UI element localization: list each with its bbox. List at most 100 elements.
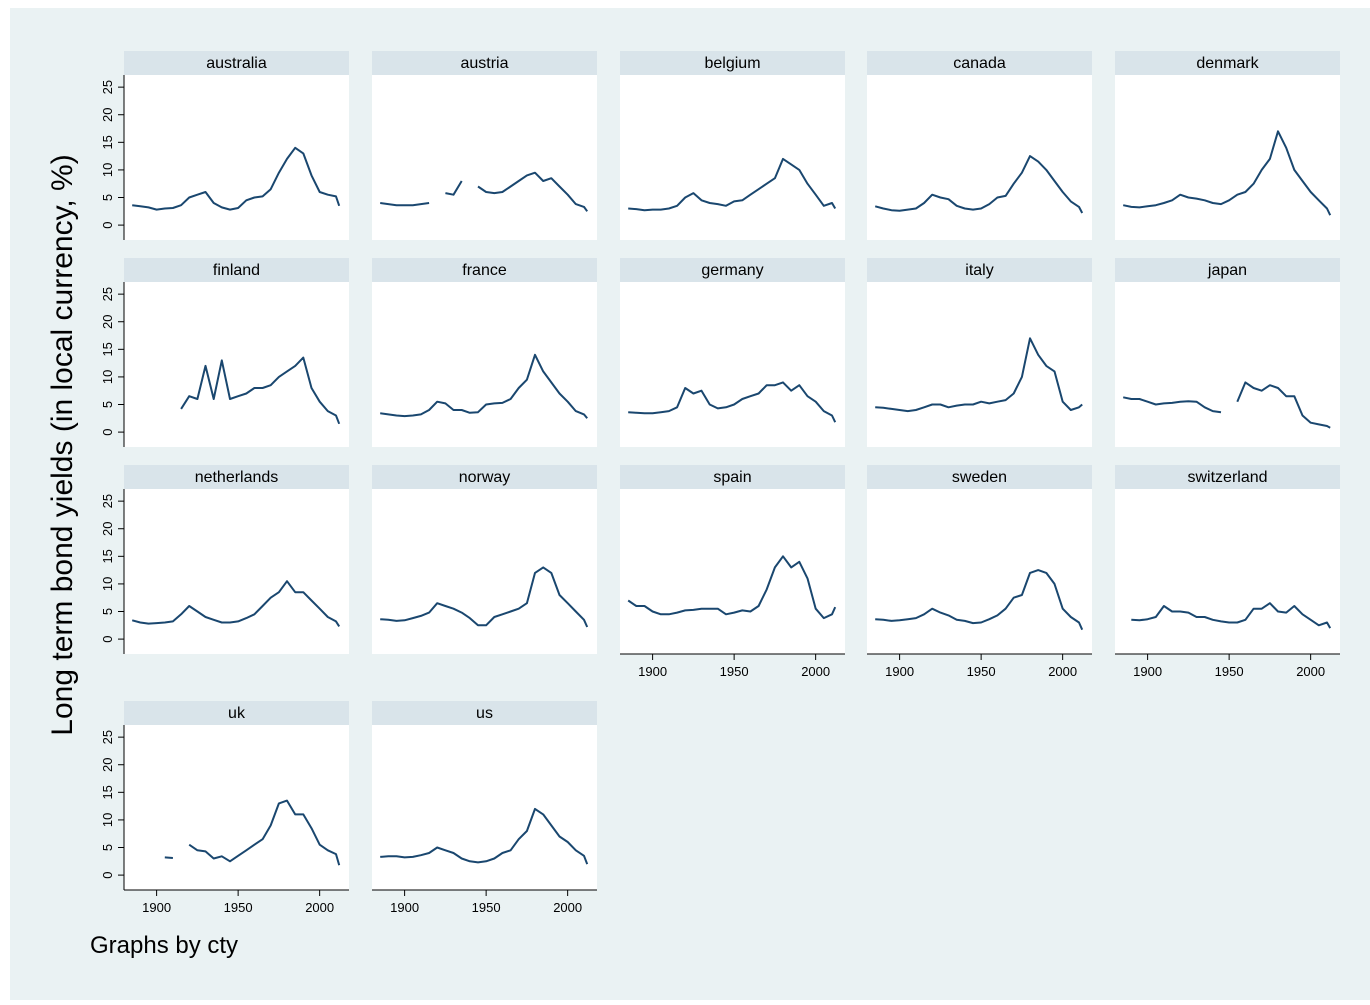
panel-title: uk	[228, 705, 246, 722]
plot-area	[372, 725, 597, 890]
panel-header	[620, 465, 845, 489]
x-tick-label: 2000	[801, 664, 830, 679]
plot-area	[372, 75, 597, 240]
panel-header	[124, 51, 349, 75]
panel-title: us	[476, 705, 493, 722]
plot-area	[1115, 489, 1340, 654]
panel-title: australia	[206, 55, 267, 72]
panel-header	[867, 465, 1092, 489]
plot-area	[1115, 282, 1340, 447]
y-tick-label: 20	[100, 521, 115, 535]
panel-header	[372, 465, 597, 489]
panel-header	[1115, 51, 1340, 75]
y-tick-label: 25	[100, 80, 115, 94]
series-line	[1122, 381, 1331, 429]
y-tick-label: 10	[100, 813, 115, 827]
series-line	[380, 171, 589, 212]
panel-header	[372, 701, 597, 725]
x-tick-label: 1900	[390, 900, 419, 915]
plot-area	[372, 282, 597, 447]
y-tick-label: 5	[100, 401, 115, 408]
panel-title: finland	[213, 262, 260, 279]
y-tick-label: 25	[100, 494, 115, 508]
y-tick-label: 25	[100, 730, 115, 744]
panel-title: france	[462, 262, 507, 279]
x-tick-label: 2000	[1296, 664, 1325, 679]
y-tick-label: 5	[100, 844, 115, 851]
y-tick-label: 20	[100, 314, 115, 328]
y-tick-label: 25	[100, 287, 115, 301]
y-tick-label: 15	[100, 785, 115, 799]
panel-title: belgium	[704, 55, 760, 72]
x-tick-label: 1950	[967, 664, 996, 679]
series-line	[380, 566, 589, 628]
panel-header	[620, 258, 845, 282]
panel-header	[124, 465, 349, 489]
x-tick-label: 2000	[553, 900, 582, 915]
plot-area	[1115, 75, 1340, 240]
panel-title: italy	[965, 262, 993, 279]
panel-title: austria	[460, 55, 508, 72]
y-tick-label: 20	[100, 107, 115, 121]
series-line	[628, 381, 837, 423]
series-line	[1122, 130, 1332, 216]
plot-area	[124, 725, 349, 890]
y-tick-label: 5	[100, 194, 115, 201]
x-tick-label: 1900	[638, 664, 667, 679]
y-tick-label: 0	[100, 871, 115, 878]
plot-area	[867, 75, 1092, 240]
y-tick-label: 15	[100, 549, 115, 563]
plot-area	[372, 489, 597, 654]
panel-title: sweden	[952, 469, 1007, 486]
series-line	[380, 807, 589, 865]
series-line	[132, 146, 341, 211]
panel-header	[372, 51, 597, 75]
plot-area	[620, 75, 845, 240]
series-line	[874, 155, 1084, 214]
series-line	[628, 157, 837, 212]
plot-area	[124, 282, 349, 447]
series-line	[627, 555, 837, 620]
y-axis-label: Long term bond yields (in local currency…	[46, 154, 79, 735]
x-tick-label: 1900	[142, 900, 171, 915]
panel-title: spain	[713, 469, 751, 486]
y-tick-label: 0	[100, 428, 115, 435]
x-tick-label: 2000	[1048, 664, 1077, 679]
plot-area	[867, 282, 1092, 447]
panel-header	[124, 258, 349, 282]
panel-header	[372, 258, 597, 282]
series-line	[131, 580, 341, 627]
series-line	[875, 337, 1083, 413]
x-tick-label: 2000	[305, 900, 334, 915]
y-tick-label: 0	[100, 221, 115, 228]
x-tick-label: 1950	[472, 900, 501, 915]
panel-title: canada	[953, 55, 1006, 72]
y-tick-label: 15	[100, 135, 115, 149]
panel-title: switzerland	[1187, 469, 1267, 486]
y-tick-label: 10	[100, 370, 115, 384]
note: Graphs by cty	[90, 932, 238, 959]
plot-area	[124, 75, 349, 240]
series-line	[164, 799, 341, 866]
y-tick-label: 10	[100, 163, 115, 177]
y-tick-label: 0	[100, 635, 115, 642]
panel-header	[620, 51, 845, 75]
y-tick-label: 10	[100, 577, 115, 591]
series-line	[380, 353, 588, 419]
panel-header	[1115, 258, 1340, 282]
plot-area	[867, 489, 1092, 654]
x-tick-label: 1900	[885, 664, 914, 679]
panel-title: norway	[459, 469, 511, 486]
series-line	[180, 356, 341, 425]
panel-header	[124, 701, 349, 725]
x-tick-label: 1950	[720, 664, 749, 679]
panel-title: germany	[701, 262, 763, 279]
y-tick-label: 5	[100, 608, 115, 615]
panel-title: japan	[1207, 262, 1247, 279]
x-tick-label: 1900	[1133, 664, 1162, 679]
panel-header	[867, 51, 1092, 75]
x-tick-label: 1950	[1215, 664, 1244, 679]
y-tick-label: 20	[100, 757, 115, 771]
x-tick-label: 1950	[224, 900, 253, 915]
